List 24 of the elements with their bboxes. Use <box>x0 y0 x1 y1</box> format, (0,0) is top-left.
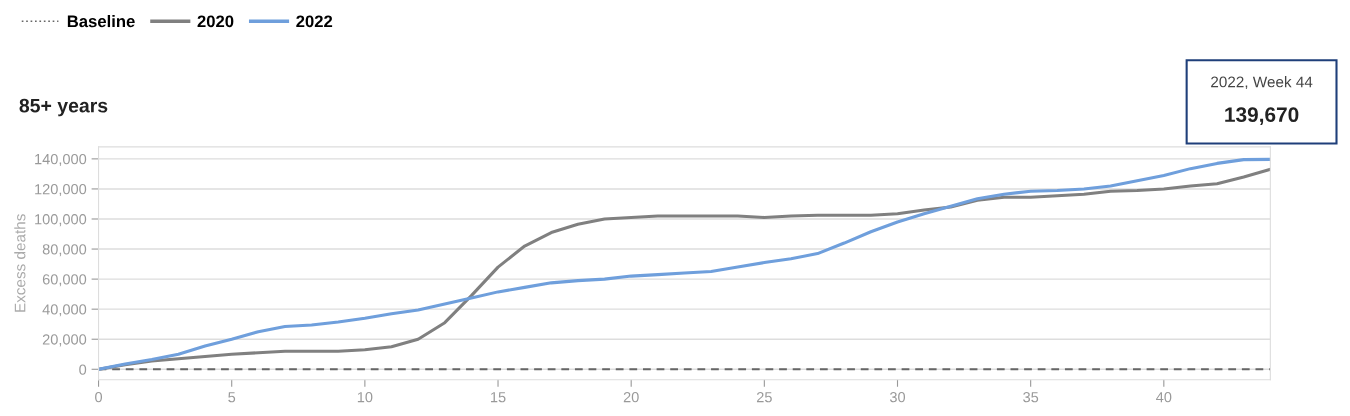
y-tick-label: 40,000 <box>42 304 87 317</box>
x-tick-label: 15 <box>491 392 506 403</box>
x-tick-label: 25 <box>756 392 772 403</box>
y-tick-label: 120,000 <box>35 184 87 197</box>
chart-title: 85+ years <box>19 98 108 117</box>
legend-label: Baseline <box>67 15 135 28</box>
y-tick-label: 0 <box>79 364 87 375</box>
x-tick-label: 0 <box>95 392 103 403</box>
legend-label: 2020 <box>197 15 234 28</box>
x-tick-label: 40 <box>1156 392 1172 403</box>
x-tick-label: 5 <box>228 392 236 403</box>
text: 139,670 <box>1225 107 1299 126</box>
text: 2022, Week 44 <box>1211 76 1313 90</box>
x-tick-label: 35 <box>1023 392 1039 403</box>
x-tick-label: 20 <box>623 392 639 403</box>
y-tick-label: 80,000 <box>42 244 87 257</box>
y-tick-label: 100,000 <box>35 214 87 227</box>
y-tick-label: 60,000 <box>42 274 87 287</box>
y-tick-label: 140,000 <box>35 153 87 167</box>
x-tick-label: 30 <box>889 392 906 403</box>
y-axis-title: Excess deaths <box>14 214 26 312</box>
y-tick-label: 20,000 <box>42 334 87 347</box>
x-tick-label: 10 <box>357 392 373 403</box>
legend-label: 2022 <box>296 15 333 28</box>
